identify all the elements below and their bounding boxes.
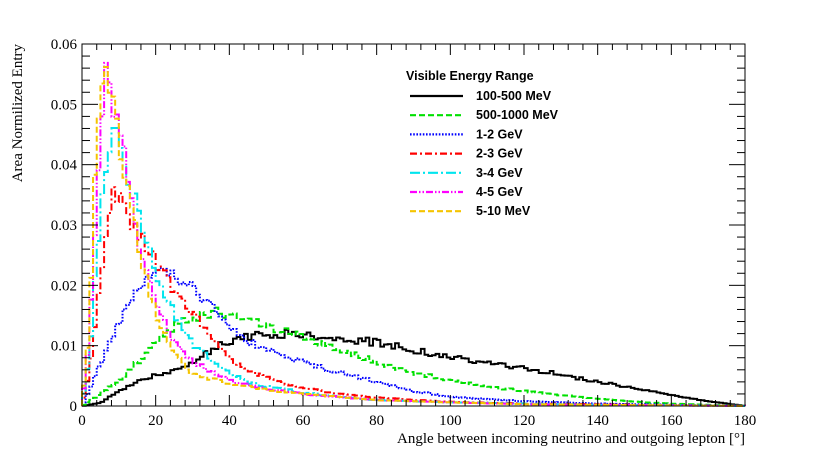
series-line-1-2-gev [81, 267, 746, 407]
frame [81, 43, 746, 407]
y-tick-label: 0 [70, 399, 78, 415]
x-tick-label: 100 [439, 413, 462, 429]
legend-label: 500-1000 MeV [476, 108, 559, 122]
x-tick-label: 60 [296, 413, 311, 429]
legend: Visible Energy Range 100-500 MeV 500-1000 … [406, 69, 559, 218]
legend-label: 4-5 GeV [476, 185, 523, 199]
series-line-100-500-mev [81, 328, 746, 407]
legend-title: Visible Energy Range [406, 69, 534, 83]
x-axis-title: Angle between incoming neutrino and outg… [397, 431, 745, 447]
series-line-500-1000-mev [81, 306, 746, 407]
y-tick-label: 0.06 [51, 37, 78, 53]
legend-label: 1-2 GeV [476, 127, 523, 141]
x-tick-label: 180 [734, 413, 757, 429]
x-tick-label: 80 [369, 413, 384, 429]
x-tick-label: 20 [148, 413, 163, 429]
series-line-2-3-gev [81, 186, 746, 407]
legend-label: 3-4 GeV [476, 166, 523, 180]
series-line-5-10-mev [81, 65, 746, 407]
series-line-4-5-gev [81, 61, 746, 407]
series-line-3-4-gev [81, 127, 746, 407]
x-tick-label: 40 [222, 413, 237, 429]
legend-label: 5-10 MeV [476, 204, 531, 218]
series-layer [81, 61, 746, 407]
y-tick-label: 0.05 [51, 97, 77, 113]
x-tick-label: 160 [660, 413, 683, 429]
y-tick-label: 0.02 [51, 278, 77, 294]
x-tick-label: 120 [513, 413, 536, 429]
y-axis-title: Area Normilized Entry [10, 44, 26, 183]
y-tick-label: 0.01 [51, 339, 77, 355]
y-tick-label: 0.04 [51, 158, 78, 174]
x-tick-label: 0 [78, 413, 86, 429]
x-tick-label: 140 [586, 413, 609, 429]
axes: 0 20 40 60 80 100 120 140 160 180 0 0.01 0.02 0.03 0.0… [51, 37, 757, 429]
legend-label: 100-500 MeV [476, 89, 552, 103]
legend-label: 2-3 GeV [476, 147, 523, 161]
plot-frame [81, 43, 746, 407]
y-tick-label: 0.03 [51, 218, 77, 234]
